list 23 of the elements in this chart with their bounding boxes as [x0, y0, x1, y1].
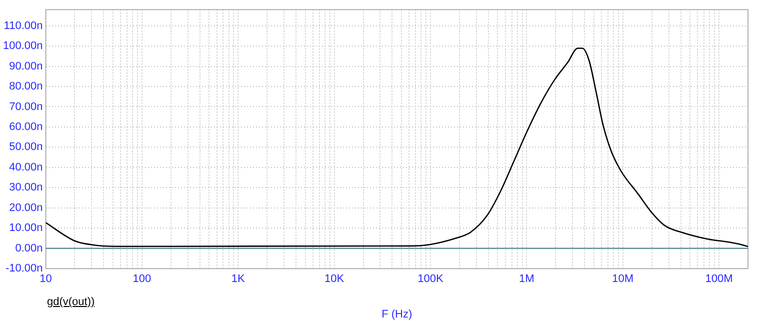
y-tick-label: 30.00n: [9, 182, 43, 194]
y-tick-label: -10.00n: [5, 262, 43, 275]
x-tick-label: 100M: [705, 273, 733, 286]
y-tick-label: 90.00n: [9, 60, 43, 72]
y-tick-label: 20.00n: [9, 202, 43, 214]
text: gd(v(out)): [47, 296, 95, 308]
y-tick-label: 0.00n: [15, 242, 43, 254]
y-tick-label: 110.00n: [4, 20, 43, 32]
y-tick-label: 100.00n: [2, 40, 43, 52]
y-tick-label: 60.00n: [9, 120, 43, 133]
y-tick-label: 10.00n: [9, 222, 43, 234]
x-tick-label: 10M: [612, 273, 634, 286]
x-tick-label: 100K: [418, 273, 444, 286]
y-tick-label: 40.00n: [9, 161, 43, 174]
y-tick-label: 80.00n: [9, 80, 43, 93]
x-tick-label: 100: [132, 273, 152, 286]
x-tick-label: 1K: [231, 273, 246, 286]
y-tick-label: 70.00n: [9, 100, 43, 113]
x-axis-title: F (Hz): [382, 308, 412, 320]
x-tick-label: 10: [40, 273, 52, 286]
y-tick-label: 50.00n: [9, 141, 43, 154]
x-tick-label: 1M: [519, 273, 534, 286]
x-tick-label: 10K: [324, 273, 345, 286]
